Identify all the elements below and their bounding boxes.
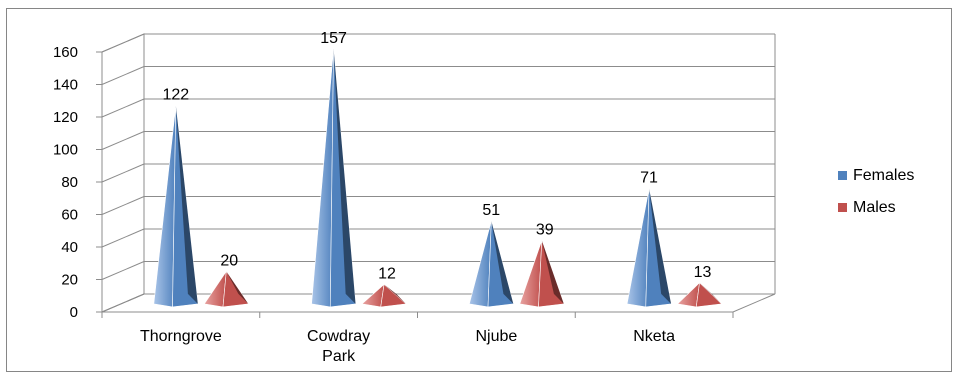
chart-walls — [101, 33, 776, 313]
pyramid-females-3-side — [649, 188, 672, 304]
x-tick-label: Thorngrove — [140, 328, 222, 345]
data-label-females-3: 71 — [640, 170, 658, 187]
pyramid-females-3-left — [626, 188, 650, 308]
gridline-side — [101, 228, 145, 248]
gridline-side — [101, 293, 145, 313]
y-tick-label: 0 — [70, 304, 78, 321]
pyramid-males-1-left — [361, 283, 385, 308]
gridline-side — [101, 196, 145, 215]
data-label-females-2: 51 — [482, 202, 500, 219]
gridline-side — [101, 261, 145, 280]
data-labels: 122 20 157 12 51 39 71 13 — [162, 30, 711, 283]
data-label-males-2: 39 — [536, 222, 554, 239]
y-axis: 0 20 40 60 80 100 120 140 160 — [53, 44, 103, 321]
x-tick-label: Nketa — [633, 328, 675, 345]
legend: Females Males — [838, 167, 914, 216]
pyramid-males-1-side — [384, 284, 407, 304]
pyramid-females-1-side — [333, 48, 356, 304]
pyramid-males-1-front — [380, 283, 407, 308]
pyramid-males-3-side — [699, 282, 722, 304]
pyramid-males-0-side — [226, 271, 249, 304]
y-tick-label: 120 — [53, 109, 78, 126]
pyramid-males-3-front — [695, 282, 723, 308]
legend-label-males: Males — [853, 199, 896, 216]
data-label-males-0: 20 — [220, 252, 238, 269]
floor — [101, 293, 776, 313]
y-tick-label: 80 — [61, 174, 78, 191]
data-label-males-3: 13 — [694, 264, 712, 281]
y-tick-label: 100 — [53, 142, 78, 159]
pyramid-marks — [153, 48, 723, 308]
pyramid-females-0-side — [175, 105, 198, 304]
gridline-side — [101, 66, 145, 85]
gridlines — [101, 33, 775, 313]
legend-swatch-females — [838, 171, 847, 180]
x-tick-label: Njube — [475, 328, 517, 345]
y-tick-label: 160 — [53, 44, 78, 61]
chart-frame — [6, 8, 952, 372]
pyramid-males-0-left — [203, 271, 227, 308]
pyramid-females-1-left — [311, 48, 334, 308]
y-tick-label: 60 — [61, 207, 78, 224]
pyramid-females-2-left — [468, 220, 492, 308]
data-label-females-0: 122 — [162, 87, 189, 104]
pyramid-females-2-side — [491, 221, 514, 304]
pyramid-females-0-left — [153, 105, 177, 308]
gridline-side — [101, 98, 145, 118]
y-tick-label: 40 — [61, 239, 78, 256]
pyramid-males-2-side — [541, 240, 564, 304]
y-tick-label: 20 — [61, 272, 78, 289]
legend-label-females: Females — [853, 167, 914, 184]
y-tick-label: 140 — [53, 77, 78, 94]
pyramid-males-0-front — [222, 270, 249, 308]
gridline-side — [101, 131, 145, 150]
x-tick-label: Cowdray Park — [307, 328, 370, 365]
pyramid-males-2-left — [519, 240, 543, 308]
gridline-side — [101, 33, 145, 53]
x-axis: Thorngrove Cowdray Park Njube Nketa — [101, 311, 734, 365]
data-label-females-1: 157 — [320, 30, 347, 47]
legend-swatch-males — [838, 203, 847, 212]
gridline-side — [101, 163, 145, 183]
pyramid-males-3-left — [676, 281, 700, 308]
data-label-males-1: 12 — [378, 265, 396, 282]
